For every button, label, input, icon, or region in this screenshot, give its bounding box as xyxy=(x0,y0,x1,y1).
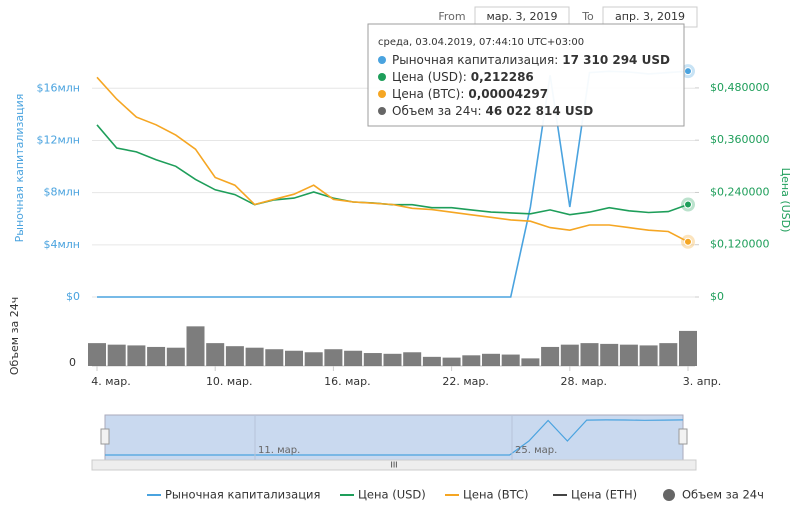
tooltip-date: среда, 03.04.2019, 07:44:10 UTC+03:00 xyxy=(378,37,584,48)
x-tick-label: 16. мар. xyxy=(324,375,371,388)
from-value[interactable]: мар. 3, 2019 xyxy=(486,10,557,23)
tooltip-row-label: Объем за 24ч: xyxy=(392,104,482,118)
tooltip: среда, 03.04.2019, 07:44:10 UTC+03:00 Рын… xyxy=(367,23,685,127)
volume-bar xyxy=(580,343,599,366)
tooltip-row: Рыночная капитализация: 17 310 294 USD xyxy=(392,53,670,67)
legend-label[interactable]: Цена (BTC) xyxy=(463,488,528,502)
volume-bar xyxy=(166,347,185,366)
tooltip-dot xyxy=(378,73,386,81)
volume-bar xyxy=(521,358,540,366)
legend-label[interactable]: Цена (ETH) xyxy=(571,488,637,502)
volume-bar xyxy=(186,326,205,366)
volume-bar xyxy=(679,330,697,366)
volume-bar xyxy=(147,346,166,366)
y2-tick-label: $0,360000 xyxy=(710,133,770,146)
tooltip-row-value: 46 022 814 USD xyxy=(486,104,594,118)
navigator-label: 25. мар. xyxy=(515,445,557,456)
volume-bar xyxy=(659,343,678,366)
y-axis-title: Рыночная капитализация xyxy=(13,94,26,243)
volume-bar xyxy=(560,344,579,366)
to-value[interactable]: апр. 3, 2019 xyxy=(615,10,685,23)
x-tick-label: 3. апр. xyxy=(683,375,721,388)
to-label: To xyxy=(581,10,594,23)
tooltip-dot xyxy=(378,90,386,98)
y2-axis-title: Цена (USD) xyxy=(779,168,792,233)
series-end-dot xyxy=(684,237,692,246)
legend-label[interactable]: Объем за 24ч xyxy=(682,488,764,502)
volume-bar xyxy=(107,344,126,366)
volume-bar xyxy=(442,357,461,366)
volume-bar xyxy=(462,355,481,366)
y2-tick-label: $0,480000 xyxy=(710,81,770,94)
volume-bar xyxy=(344,350,363,366)
y-tick-label: $4млн xyxy=(43,238,80,251)
volume-bar xyxy=(541,346,560,366)
volume-bar xyxy=(422,356,441,366)
x-tick-label: 10. мар. xyxy=(206,375,253,388)
navigator-handle[interactable] xyxy=(678,428,688,445)
from-label: From xyxy=(438,10,465,23)
volume-bar xyxy=(206,343,225,366)
navigator-handle[interactable] xyxy=(100,428,110,445)
y2-tick-label: $0,240000 xyxy=(710,185,770,198)
series-end-dot xyxy=(684,67,692,76)
volume-bar xyxy=(619,344,638,366)
volume-bar xyxy=(127,345,146,366)
y2-tick-label: $0,120000 xyxy=(710,238,770,251)
x-tick-label: 28. мар. xyxy=(561,375,608,388)
legend-label[interactable]: Рыночная капитализация xyxy=(165,488,320,502)
volume-bar xyxy=(225,346,244,366)
tooltip-row-label: Рыночная капитализация: xyxy=(392,53,558,67)
series-line xyxy=(96,124,689,216)
x-tick-label: 22. мар. xyxy=(442,375,489,388)
tooltip-row: Объем за 24ч: 46 022 814 USD xyxy=(392,104,593,118)
volume-bar xyxy=(285,350,303,366)
tooltip-row-value: 17 310 294 USD xyxy=(562,53,670,67)
volume-bar xyxy=(363,353,382,366)
scrollbar[interactable] xyxy=(91,459,697,471)
tooltip-box xyxy=(367,23,685,127)
tooltip-row: Цена (BTC): 0,00004297 xyxy=(392,87,548,101)
tooltip-dot xyxy=(378,56,386,64)
navigator-label: 11. мар. xyxy=(258,445,300,456)
volume-bar xyxy=(639,345,658,366)
volume-bar xyxy=(383,353,402,366)
legend-symbol xyxy=(663,489,675,501)
y2-tick-label: $0 xyxy=(710,290,724,303)
series-line xyxy=(96,76,689,243)
volume-bar xyxy=(265,349,284,366)
y-tick-label: $0 xyxy=(66,290,80,303)
tooltip-row-label: Цена (USD): xyxy=(392,70,467,84)
x-tick-label: 4. мар. xyxy=(91,375,131,388)
legend-label[interactable]: Цена (USD) xyxy=(358,488,426,502)
series-end-dot xyxy=(684,200,692,209)
navigator[interactable] xyxy=(104,414,684,461)
navigator-line xyxy=(105,419,684,456)
y-tick-label: $8млн xyxy=(43,186,80,199)
volume-bar xyxy=(403,352,422,366)
volume-bar xyxy=(245,347,264,366)
tooltip-row-value: 0,212286 xyxy=(471,70,534,84)
y-tick-label: $12млн xyxy=(36,133,80,146)
tooltip-row-value: 0,00004297 xyxy=(468,87,548,101)
tooltip-row-label: Цена (BTC): xyxy=(392,87,464,101)
volume-tick-label: 0 xyxy=(69,356,76,369)
volume-axis-title: Объем за 24ч xyxy=(8,297,21,375)
volume-bar xyxy=(324,349,343,366)
volume-bar xyxy=(88,343,106,366)
volume-bar xyxy=(482,353,500,366)
y-tick-label: $16млн xyxy=(36,81,80,94)
volume-bar xyxy=(501,354,520,366)
tooltip-row: Цена (USD): 0,212286 xyxy=(392,70,534,84)
volume-bar xyxy=(304,352,323,366)
tooltip-dot xyxy=(378,107,386,115)
volume-bar xyxy=(600,343,619,366)
scrollbar-grip[interactable]: III xyxy=(390,461,397,470)
